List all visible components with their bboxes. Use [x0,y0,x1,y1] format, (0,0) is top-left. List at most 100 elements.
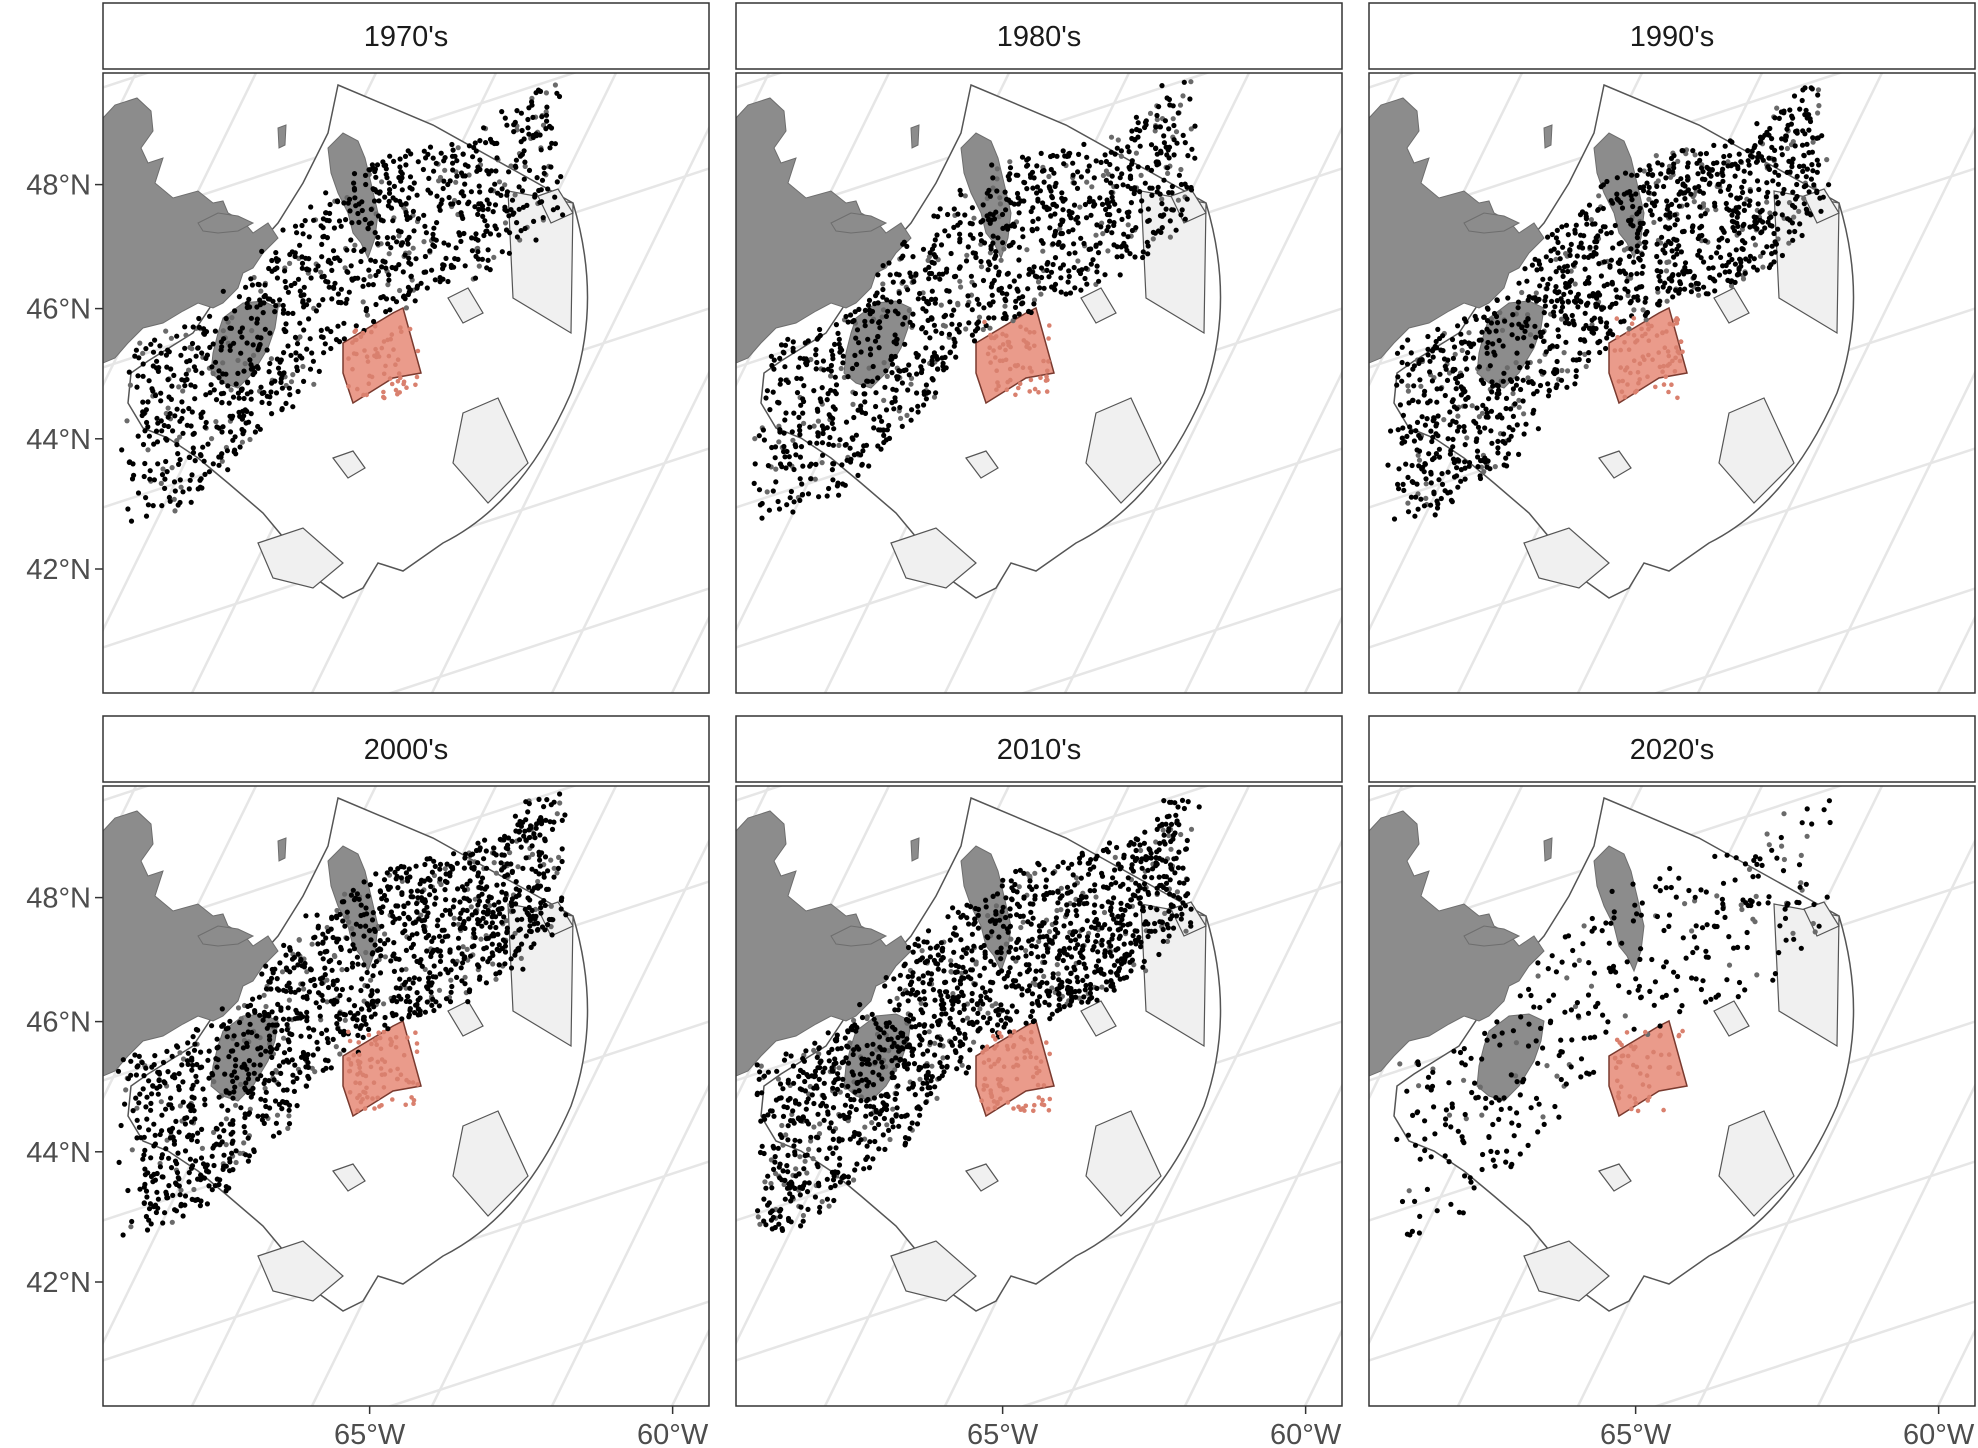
survey-point [388,866,394,872]
survey-point [1433,338,1439,345]
survey-point [1012,304,1019,310]
survey-point [178,352,184,358]
survey-point [1060,207,1066,213]
survey-point [483,865,490,871]
survey-point [840,353,846,359]
survey-point [1048,166,1054,173]
survey-point [414,931,420,937]
survey-point [764,388,770,394]
sub-region [965,450,999,479]
survey-point [1784,126,1790,132]
survey-point [1806,127,1812,133]
survey-point [371,963,377,969]
survey-point [292,1062,298,1068]
survey-point [239,325,245,331]
survey-point [542,837,548,843]
survey-point [1455,323,1461,329]
survey-point [1458,478,1464,484]
survey-point [1804,210,1810,216]
survey-point [1483,406,1489,412]
survey-point [294,341,301,347]
survey-point-secondary [880,307,887,313]
survey-point [1697,204,1703,210]
survey-point [811,388,817,394]
survey-point [1595,290,1601,296]
survey-point [254,1033,260,1039]
survey-point [361,962,367,968]
survey-point [767,407,773,413]
survey-point [421,923,427,929]
survey-point [315,263,321,269]
survey-point [1584,301,1590,307]
survey-point [185,1050,191,1056]
survey-point [429,1002,435,1008]
survey-point-secondary [828,373,834,379]
survey-point [1637,167,1643,173]
survey-point-highlight [995,380,1000,385]
survey-point [481,856,487,862]
survey-point [1624,278,1630,284]
survey-point [1486,329,1492,335]
facet-strip-box [1368,2,1976,70]
survey-point [1041,285,1047,291]
survey-point [475,164,481,170]
survey-point-secondary [210,370,216,377]
survey-point [295,276,302,282]
survey-point [1014,190,1021,197]
survey-point [1649,200,1655,206]
survey-point [521,833,527,839]
survey-point [241,368,247,374]
survey-point [957,239,963,245]
survey-point [858,349,864,355]
survey-point [1604,178,1610,185]
survey-point [172,1207,178,1213]
survey-point [1016,244,1022,250]
survey-point [221,1152,227,1158]
survey-point [302,218,308,224]
survey-point-secondary [436,987,443,993]
survey-point [1721,153,1727,160]
survey-point [1121,231,1127,237]
survey-point [1733,247,1739,253]
survey-point [1523,421,1529,427]
survey-point-secondary [134,1105,140,1111]
land-mass [1369,97,1545,364]
survey-point [946,331,952,337]
survey-point-secondary [971,215,977,221]
survey-point [206,1183,212,1189]
survey-point [1436,446,1442,452]
survey-point [496,232,502,238]
survey-point [945,211,951,218]
survey-point [1138,208,1144,214]
survey-point [1801,201,1807,207]
survey-point [377,905,383,912]
survey-point-highlight [1013,392,1018,398]
survey-point-highlight [354,351,359,357]
survey-point [1680,269,1686,275]
survey-point [1698,255,1704,261]
survey-point [1501,462,1507,468]
survey-point [168,1095,174,1101]
survey-point [1521,335,1527,341]
survey-point [1108,149,1114,155]
survey-point-secondary [223,1116,229,1122]
survey-point [1126,149,1132,155]
survey-point [174,333,180,339]
survey-point [1075,169,1081,175]
survey-point [1178,181,1184,188]
survey-point [190,445,196,451]
survey-point [475,860,481,866]
survey-point [286,1016,292,1022]
survey-point [1484,410,1490,416]
survey-point-secondary [238,1081,244,1087]
survey-point [1510,413,1516,419]
survey-point [377,189,383,195]
survey-point [241,1061,247,1067]
survey-point [470,851,476,857]
survey-point-secondary [1416,457,1423,463]
survey-point-highlight [1635,370,1641,375]
survey-point [294,1075,300,1081]
survey-point [1461,424,1467,430]
survey-point [397,164,403,170]
survey-point [287,392,293,398]
